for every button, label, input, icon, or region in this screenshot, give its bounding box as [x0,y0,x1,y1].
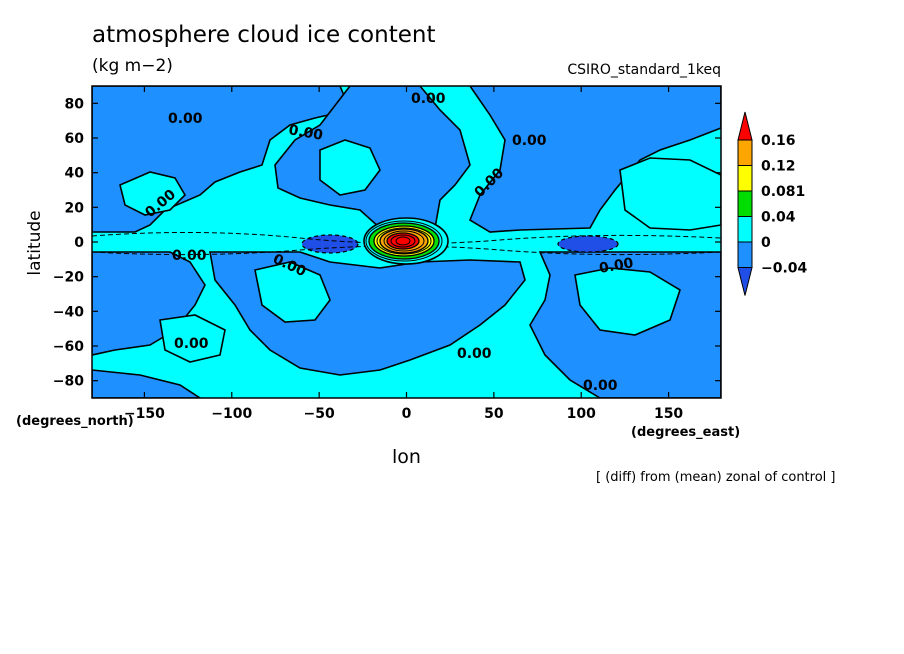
anomaly-line-2 [376,227,432,255]
anomaly-line-3 [383,230,425,252]
colorbar-segment [737,216,753,243]
colorbar-label: −0.04 [761,261,808,277]
filled-contours [92,86,721,398]
y-tick-label: −40 [53,304,84,320]
x-tick-label: 100 [567,406,596,422]
colorbar-label: 0.16 [761,133,796,149]
y-unit-label: (degrees_north) [16,414,134,429]
colorbar-segment [737,165,753,192]
y-tick-label: −80 [53,374,84,390]
axes: −150 −100 −50 0 50 100 150 80 60 40 20 0 −20 −40 −60 −8… [53,86,721,422]
contour-label: 0.00 [583,378,618,394]
colorbar-top-arrow [737,111,753,141]
central-anomaly [363,217,449,265]
x-axis-label: lon [392,446,421,468]
colorbar-segment [737,190,753,217]
contour-label: 0.00 [411,91,446,107]
region-north-east [469,86,721,233]
positive-islands [119,139,721,363]
contour-label: 0.00 [172,248,207,264]
negative-patch-west [301,234,359,254]
chart-title: atmosphere cloud ice content [92,22,436,48]
anomaly-line-4 [390,234,416,248]
y-tick-label: 40 [65,166,85,182]
x-tick-label: 150 [654,406,683,422]
chart-units: (kg m−2) [92,56,173,76]
anomaly-line-1 [365,220,443,262]
y-tick-label: −60 [53,339,84,355]
anomaly-line-5 [395,236,411,246]
x-tick-label: −150 [124,406,165,422]
colorbar-label: 0.12 [761,159,796,175]
y-tick-label: 60 [65,131,85,147]
colorbar-label: 0 [761,235,771,251]
anomaly-contour-lines [365,220,443,262]
contour-label: 0.00 [457,346,492,362]
island-ne [619,157,721,231]
contour-label: 0.00 [174,336,209,352]
contour-label: 0.00 [287,122,324,144]
x-unit-label: (degrees_east) [631,425,741,440]
contour-label: 0.00 [512,133,547,149]
contour-label: 0.00 [168,111,203,127]
island-nc [319,139,381,196]
island-nw [119,171,187,216]
colorbar-segment [737,241,753,268]
island-s [159,314,226,363]
colorbar: 0.16 0.12 0.081 0.04 0 −0.04 [737,111,808,296]
island-sc [254,261,331,323]
y-tick-label: 0 [74,235,84,251]
y-tick-label: 20 [65,200,85,216]
colorbar-label: 0.04 [761,210,796,226]
colorbar-bottom-arrow [737,267,753,296]
region-south-polar [92,369,202,398]
x-tick-label: 0 [402,406,412,422]
island-se [574,267,681,336]
y-tick-label: −20 [53,270,84,286]
y-tick-label: 80 [65,96,85,112]
negative-patch-east [557,235,619,253]
x-tick-label: −100 [211,406,252,422]
x-tick-label: 50 [484,406,504,422]
contour-label: 0.00 [598,255,635,277]
run-label: CSIRO_standard_1keq [567,62,721,78]
footnote: [ (diff) from (mean) zonal of control ] [596,470,836,485]
x-tick-label: −50 [304,406,335,422]
colorbar-segment [737,139,753,166]
colorbar-label: 0.081 [761,184,805,200]
